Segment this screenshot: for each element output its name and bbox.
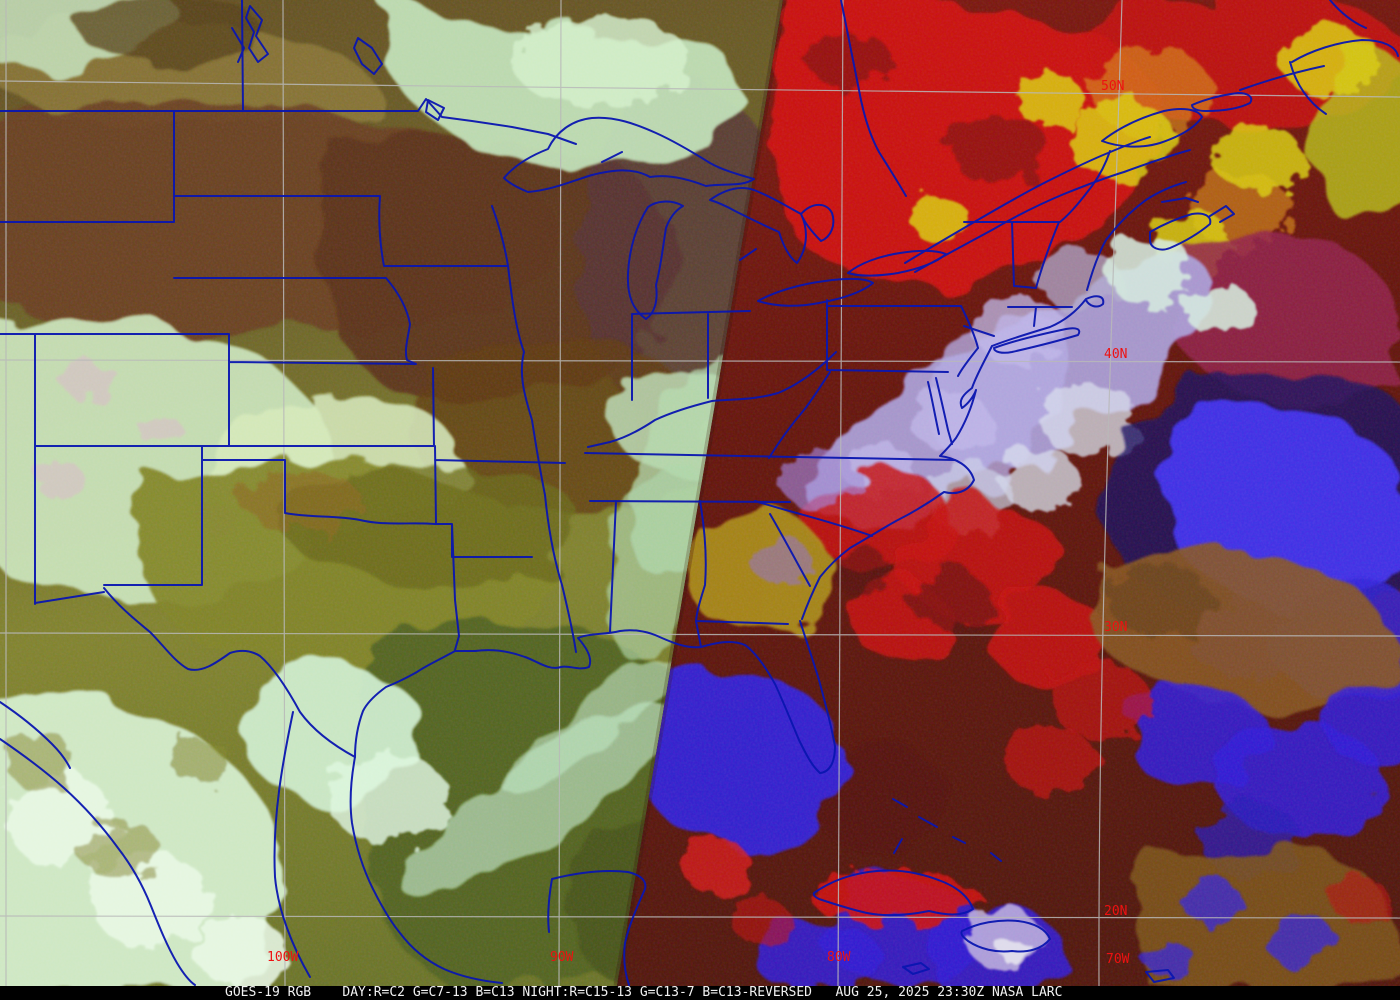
boundaries-atlantic-coast	[354, 199, 1147, 774]
longitude-label: 70W	[1106, 952, 1130, 967]
latitude-label: 40N	[1104, 347, 1127, 362]
boundaries-east-states	[584, 299, 979, 633]
status-bar-text: GOES-19 RGB DAY:R=C2 G=C7-13 B=C13 NIGHT…	[225, 985, 1063, 1000]
latitude-label: 50N	[1101, 79, 1124, 94]
status-bar: GOES-19 RGB DAY:R=C2 G=C7-13 B=C13 NIGHT…	[0, 986, 1400, 1000]
latitude-label: 30N	[1104, 620, 1127, 635]
boundaries-mexico-caribbean	[0, 587, 1175, 986]
boundaries-plains-states	[0, 0, 577, 651]
parallel-20n	[0, 915, 1400, 919]
boundaries-canada-east	[840, 0, 1399, 337]
longitude-label: 80W	[827, 950, 851, 965]
boundaries-rivers	[491, 205, 837, 653]
parallel-30n	[0, 632, 1400, 637]
meridian-90w	[558, 0, 562, 986]
great-lakes	[231, 5, 947, 320]
longitude-label: 90W	[550, 950, 574, 965]
parallel-40n	[0, 359, 1400, 363]
meridian-80w	[837, 0, 844, 986]
grid-labels: 50N 40N 30N 20N 100W 90W 80W 70W	[267, 79, 1130, 967]
latitude-label: 20N	[1104, 904, 1127, 919]
longitude-label: 100W	[267, 950, 298, 965]
